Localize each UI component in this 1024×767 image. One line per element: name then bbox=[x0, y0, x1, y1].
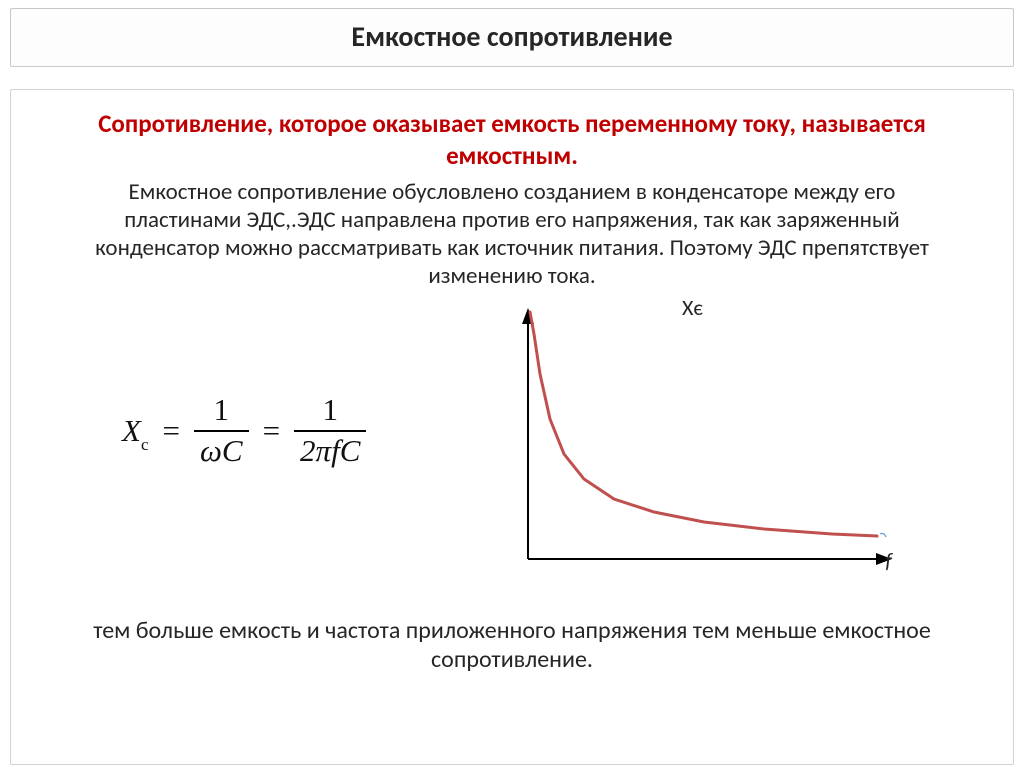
lead-paragraph: Сопротивление, которое оказывает емкость… bbox=[71, 108, 953, 172]
curve bbox=[530, 312, 877, 536]
frac1-den-omega: ω bbox=[200, 433, 222, 468]
formula-lhs-sub: c bbox=[141, 435, 149, 454]
chart: Xє f bbox=[482, 294, 902, 604]
formula-block: Xc = 1 ωC = 1 2πfC bbox=[122, 394, 452, 504]
frac2-den: 2πfC bbox=[294, 435, 366, 468]
frac1-den-c: C bbox=[222, 433, 243, 468]
body-paragraph: Емкостное сопротивление обусловлено созд… bbox=[79, 178, 945, 290]
frac1-num: 1 bbox=[208, 394, 236, 427]
content-box: Сопротивление, которое оказывает емкость… bbox=[10, 89, 1014, 765]
chart-svg bbox=[482, 294, 902, 604]
formula: Xc = 1 ωC = 1 2πfC bbox=[122, 394, 452, 467]
title-bar: Емкостное сопротивление bbox=[10, 8, 1014, 67]
bottom-paragraph: тем больше емкость и частота приложенног… bbox=[71, 616, 953, 675]
x-axis-label: f bbox=[885, 547, 892, 574]
page-title: Емкостное сопротивление bbox=[11, 19, 1013, 54]
formula-lhs-var: X bbox=[122, 413, 141, 448]
formula-frac-1: 1 ωC bbox=[194, 394, 249, 467]
curve-end-mark bbox=[880, 534, 886, 538]
formula-eq-2: = bbox=[263, 413, 280, 449]
frac2-num: 1 bbox=[316, 394, 344, 427]
formula-chart-row: Xc = 1 ωC = 1 2πfC Xє bbox=[71, 294, 953, 604]
formula-eq-1: = bbox=[163, 413, 180, 449]
y-axis-label: Xє bbox=[682, 294, 703, 321]
formula-frac-2: 1 2πfC bbox=[294, 394, 366, 467]
